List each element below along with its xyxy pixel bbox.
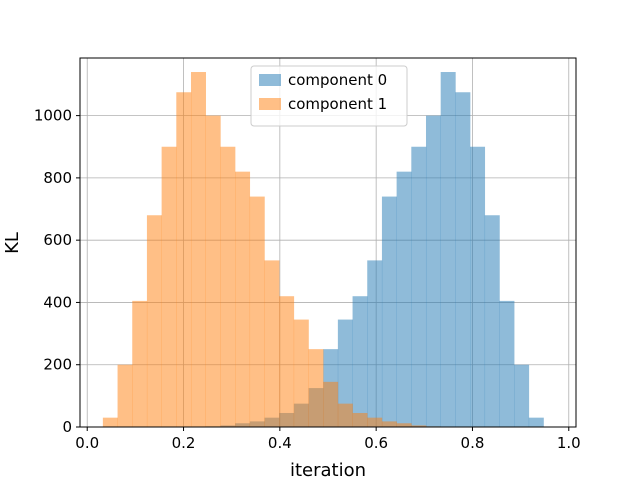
histogram-bar — [381, 196, 397, 427]
series-1-bars — [102, 72, 441, 428]
histogram-bar — [308, 349, 324, 427]
histogram-bar — [279, 296, 295, 427]
histogram-bar — [146, 215, 162, 427]
histogram-bar — [293, 319, 309, 427]
legend-swatch — [259, 74, 281, 86]
histogram-bar — [132, 300, 148, 427]
x-tick-label: 0.4 — [268, 434, 292, 452]
legend-label: component 0 — [288, 71, 387, 89]
histogram-bar — [381, 421, 397, 427]
y-axis-label: KL — [2, 232, 23, 254]
histogram-bar — [455, 92, 471, 427]
y-tick-label: 0 — [62, 418, 72, 436]
histogram-bar — [367, 417, 383, 427]
histogram-bar — [352, 412, 368, 427]
histogram-bar — [205, 115, 221, 427]
axis-ticks: 0.0 0.2 0.4 0.6 0.8 1.0 0 200 400 600 800 1000 — [34, 107, 581, 452]
y-tick-label: 200 — [43, 356, 72, 374]
x-tick-label: 0.6 — [364, 434, 388, 452]
legend: component 0 component 1 — [250, 65, 408, 127]
histogram-bar — [367, 260, 383, 427]
legend-box — [250, 65, 408, 127]
histogram-bar — [190, 72, 206, 427]
histogram-bar — [411, 146, 427, 428]
legend-swatch — [259, 98, 281, 110]
histogram-bar — [396, 423, 412, 427]
x-tick-label: 1.0 — [557, 434, 581, 452]
histogram-bar — [337, 319, 353, 427]
x-tick-label: 0.2 — [172, 434, 196, 452]
histogram-bar — [528, 417, 544, 427]
x-axis-label: iteration — [290, 460, 366, 480]
histogram-bar — [323, 381, 339, 427]
histogram-bar — [499, 300, 515, 427]
x-tick-label: 0.8 — [461, 434, 485, 452]
legend-label: component 1 — [288, 95, 387, 113]
x-tick-label: 0.0 — [75, 434, 99, 452]
histogram-bar — [470, 146, 486, 428]
histogram-bar — [117, 364, 133, 427]
histogram-bar — [249, 196, 265, 427]
histogram-bar — [411, 425, 427, 427]
histogram-bars — [102, 72, 544, 428]
histogram-bar — [235, 171, 251, 427]
histogram-bar — [102, 417, 118, 427]
plot-border — [79, 57, 577, 428]
histogram-bar — [484, 215, 500, 427]
histogram-bar — [220, 146, 236, 428]
histogram-bar — [176, 92, 192, 427]
histogram-bar — [425, 115, 441, 427]
histogram-bar — [264, 260, 280, 427]
y-tick-label: 800 — [43, 169, 72, 187]
axes-frame — [79, 57, 577, 428]
histogram-bar — [161, 146, 177, 428]
histogram-bar — [337, 403, 353, 427]
y-tick-label: 400 — [43, 293, 72, 311]
y-tick-label: 1000 — [34, 107, 72, 125]
histogram-bar — [514, 364, 530, 427]
histogram-bar — [352, 296, 368, 427]
histogram-bar — [396, 171, 412, 427]
y-tick-label: 600 — [43, 231, 72, 249]
histogram-bar — [440, 72, 456, 427]
